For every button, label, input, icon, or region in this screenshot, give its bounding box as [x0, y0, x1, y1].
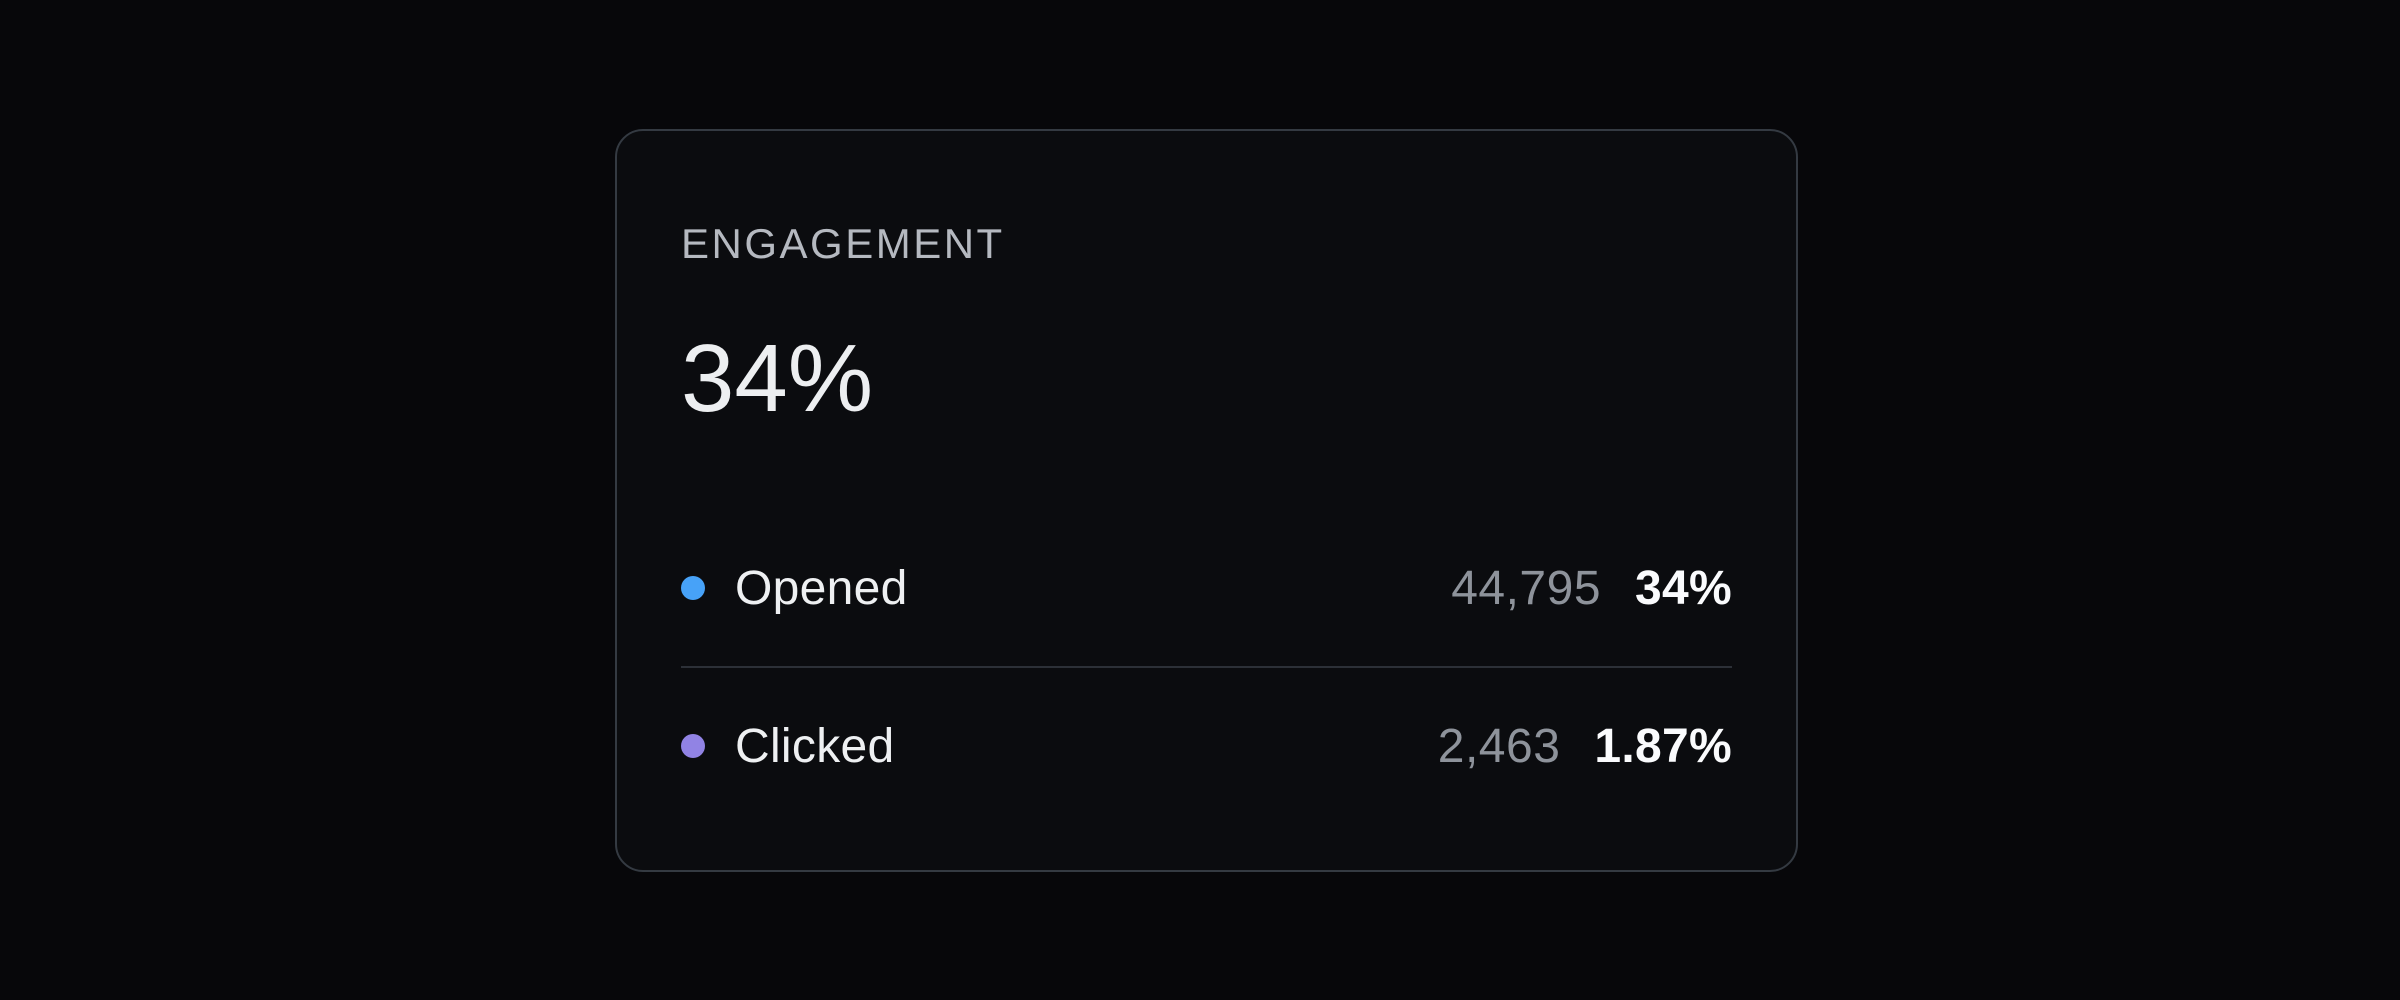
metric-label-opened: Opened: [735, 561, 908, 615]
clicked-dot-icon: [681, 734, 705, 758]
opened-dot-icon: [681, 576, 705, 600]
clicked-rate: 1.87%: [1594, 719, 1732, 773]
metric-row-opened-legend: Opened: [681, 561, 908, 616]
metric-row-clicked: Clicked 2,463 1.87%: [681, 668, 1732, 825]
metric-rows: Opened 44,795 34% Clicked 2,463 1.87%: [681, 511, 1732, 825]
metric-values-clicked: 2,463 1.87%: [1438, 719, 1732, 774]
metric-row-clicked-legend: Clicked: [681, 719, 894, 774]
opened-count: 44,795: [1451, 561, 1602, 615]
headline-engagement-rate: 34%: [681, 324, 874, 432]
metric-values-opened: 44,795 34%: [1451, 561, 1732, 616]
engagement-card: ENGAGEMENT 34% Opened 44,795 34% Clicked: [615, 128, 1798, 872]
clicked-count: 2,463: [1437, 719, 1561, 773]
metric-label-clicked: Clicked: [735, 719, 895, 773]
metric-row-opened: Opened 44,795 34%: [681, 511, 1732, 668]
opened-rate: 34%: [1635, 561, 1732, 615]
card-title: ENGAGEMENT: [681, 219, 1005, 267]
